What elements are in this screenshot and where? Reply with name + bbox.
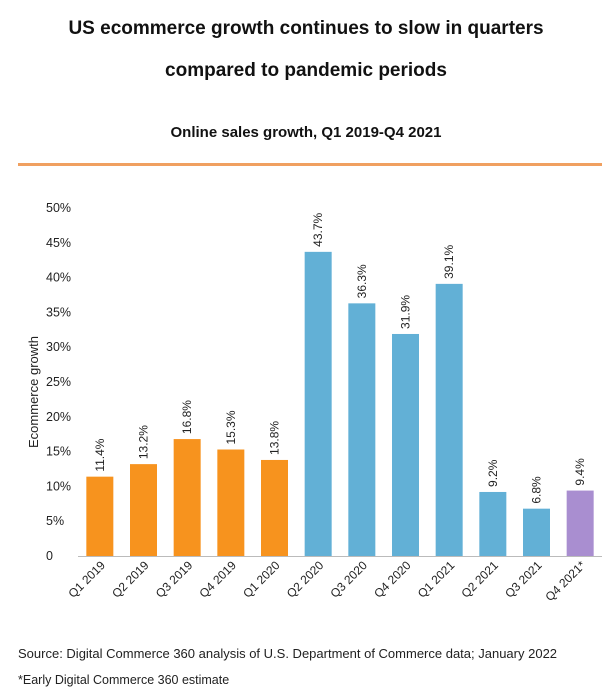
chart-subtitle: Online sales growth, Q1 2019-Q4 2021	[170, 124, 442, 141]
x-tick-label: Q4 2019	[196, 558, 239, 601]
x-tick-label: Q3 2020	[327, 558, 370, 601]
y-tick-label: 25%	[46, 375, 71, 389]
bar-q4-2020	[392, 333, 419, 556]
x-tick-label: Q1 2021	[415, 558, 458, 601]
bar-q1-2019	[86, 476, 114, 556]
y-tick-label: 5%	[46, 514, 64, 528]
bar-q2-2020	[304, 251, 332, 556]
bar-q3-2020	[348, 303, 376, 556]
x-tick-label: Q1 2019	[65, 558, 108, 601]
y-tick-label: 30%	[46, 340, 71, 354]
x-tick-label: Q1 2020	[240, 558, 283, 601]
x-tick-label: Q3 2019	[153, 558, 196, 601]
y-tick-label: 35%	[46, 305, 71, 319]
x-tick-label: Q4 2021*	[543, 558, 589, 604]
source-note: Source: Digital Commerce 360 analysis of…	[18, 646, 558, 661]
bar-value-label: 6.8%	[530, 476, 544, 504]
bar-value-label: 15.3%	[224, 410, 238, 444]
x-tick-label: Q2 2021	[458, 558, 501, 601]
header-divider	[18, 163, 602, 166]
bar-value-label: 9.2%	[486, 459, 500, 487]
bar-q2-2019	[130, 464, 157, 556]
y-axis-label: Ecommerce growth	[26, 336, 41, 448]
y-tick-label: 0	[46, 549, 53, 563]
x-tick-label: Q2 2019	[109, 558, 152, 601]
bar-q1-2020	[261, 459, 288, 556]
bar-value-label: 43.7%	[311, 212, 325, 246]
bar-value-label: 9.4%	[573, 458, 587, 486]
bar-q4-2021-	[566, 490, 594, 556]
bar-q2-2021	[479, 491, 507, 556]
y-tick-label: 45%	[46, 236, 71, 250]
bar-value-label: 11.4%	[93, 438, 107, 471]
bar-value-label: 39.1%	[442, 245, 456, 279]
bar-q4-2019	[217, 449, 245, 556]
chart-title-line-2: compared to pandemic periods	[165, 60, 447, 81]
bar-value-label: 13.8%	[268, 421, 282, 455]
bar-q3-2019	[173, 439, 201, 556]
bar-value-label: 13.2%	[137, 425, 151, 459]
bar-value-label: 16.8%	[180, 400, 194, 434]
bar-chart: 0 5% 10% 15% 20% 25% 30% 35% 40% 45% 50% Ecommerce …	[26, 201, 602, 604]
bar-value-label: 31.9%	[399, 295, 413, 329]
y-tick-label: 15%	[46, 445, 71, 459]
x-tick-label: Q4 2020	[371, 558, 414, 601]
y-tick-label: 20%	[46, 410, 71, 424]
y-tick-label: 50%	[46, 201, 71, 215]
bar-q1-2021	[435, 283, 463, 556]
chart-title-line-1: US ecommerce growth continues to slow in…	[68, 18, 544, 39]
bar-q3-2021	[523, 508, 550, 556]
y-tick-label: 40%	[46, 271, 71, 285]
y-tick-label: 10%	[46, 479, 71, 493]
bar-value-label: 36.3%	[355, 264, 369, 298]
estimate-footnote: *Early Digital Commerce 360 estimate	[18, 673, 230, 687]
x-tick-label: Q2 2020	[284, 558, 327, 601]
x-tick-label: Q3 2021	[502, 558, 545, 601]
